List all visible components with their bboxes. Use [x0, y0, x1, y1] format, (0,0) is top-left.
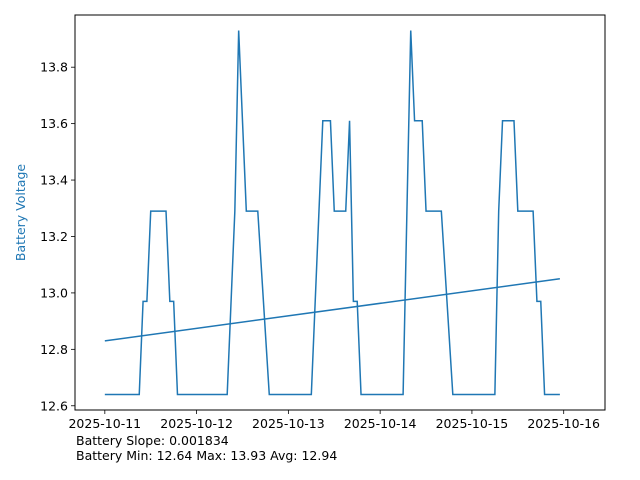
plot-lines [104, 30, 560, 396]
battery-voltage-line [104, 30, 560, 396]
y-tick-label: 12.6 [40, 398, 68, 413]
y-tick-label: 12.8 [40, 342, 68, 357]
x-tick-label: 2025-10-14 [344, 416, 417, 431]
x-tick-label: 2025-10-13 [252, 416, 325, 431]
battery-slope-text: Battery Slope: 0.001834 [76, 433, 229, 448]
x-tick-label: 2025-10-15 [436, 416, 509, 431]
x-tick-label: 2025-10-11 [68, 416, 141, 431]
y-axis-label: Battery Voltage [13, 164, 28, 261]
y-tick-label: 13.8 [40, 60, 68, 75]
battery-trend-line [104, 278, 560, 342]
y-tick-label: 13.4 [40, 173, 68, 188]
x-axis: 2025-10-11 2025-10-12 2025-10-13 2025-10-14… [68, 410, 600, 431]
y-tick-label: 13.2 [40, 229, 68, 244]
y-axis: 12.6 12.8 13.0 13.2 13.4 13.6 13.8 [40, 60, 75, 413]
plot-frame [74, 14, 606, 411]
battery-minmax-text: Battery Min: 12.64 Max: 13.93 Avg: 12.94 [76, 448, 338, 463]
x-tick-label: 2025-10-16 [527, 416, 600, 431]
x-tick-label: 2025-10-12 [160, 416, 233, 431]
y-tick-label: 13.0 [40, 285, 68, 300]
y-tick-label: 13.6 [40, 116, 68, 131]
